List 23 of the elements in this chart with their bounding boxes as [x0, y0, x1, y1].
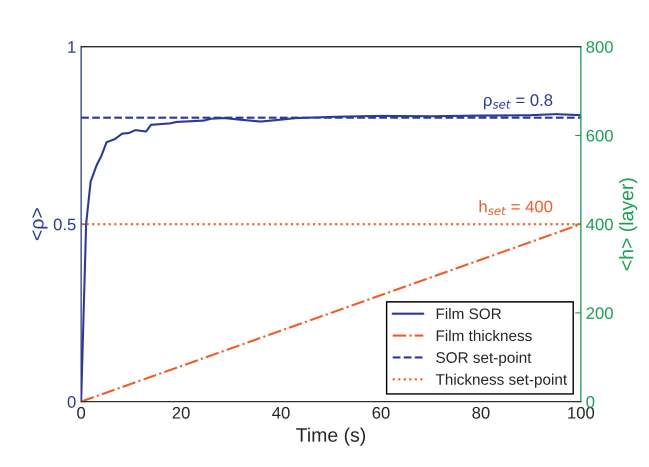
legend-label: Film SOR	[436, 308, 501, 320]
annotation: h$_{set}$ = 400	[480, 200, 552, 216]
x-axis-title: Time (s)	[296, 428, 366, 446]
legend-label: Film thickness	[436, 330, 532, 342]
x-tick-label: 0	[77, 406, 86, 419]
y-tick-label: 1	[68, 41, 76, 53]
legend-label: SOR set-point	[436, 352, 532, 366]
annotation: ρ$_{set}$ = 0.8	[484, 94, 552, 110]
x-tick-label: 80	[472, 406, 490, 419]
y2-axis-title: <h> (layer)	[619, 178, 638, 270]
y-axis-title: <ρ>	[32, 208, 48, 240]
legend-label: Thickness set-point	[436, 374, 567, 388]
y2-tick-label: 200	[586, 307, 613, 320]
y2-tick-label: 800	[586, 41, 613, 53]
x-tick-label: 20	[172, 406, 190, 419]
y2-tick-label: 400	[586, 218, 613, 230]
y2-tick-label: 0	[586, 396, 594, 408]
x-tick-label: 100	[568, 406, 594, 419]
x-tick-label: 60	[372, 406, 390, 419]
y-tick-label: 0	[68, 396, 76, 408]
x-tick-label: 40	[272, 406, 290, 419]
y-tick-label: 0.5	[54, 218, 76, 230]
y2-tick-label: 600	[586, 130, 613, 142]
